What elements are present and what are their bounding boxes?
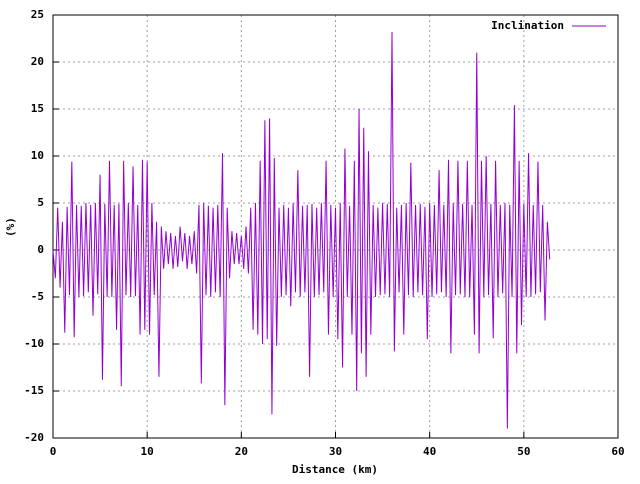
y-tick-label: -15 xyxy=(24,384,44,397)
y-tick-label: 25 xyxy=(31,8,44,21)
x-tick-label: 60 xyxy=(611,445,624,458)
x-tick-label: 50 xyxy=(517,445,530,458)
y-tick-label: 10 xyxy=(31,149,44,162)
x-tick-label: 40 xyxy=(423,445,436,458)
y-tick-label: 5 xyxy=(37,196,44,209)
y-tick-label: 20 xyxy=(31,55,44,68)
legend-label: Inclination xyxy=(491,19,564,32)
y-tick-label: 15 xyxy=(31,102,44,115)
x-axis-label: Distance (km) xyxy=(292,463,378,476)
x-tick-label: 30 xyxy=(329,445,342,458)
data-line xyxy=(52,31,551,429)
x-tick-label: 20 xyxy=(235,445,248,458)
y-tick-label: -10 xyxy=(24,337,44,350)
y-tick-label: -20 xyxy=(24,431,44,444)
y-axis-label: (%) xyxy=(4,217,17,237)
y-tick-label: -5 xyxy=(31,290,44,303)
plot-frame xyxy=(52,14,619,439)
x-tick-label: 10 xyxy=(141,445,154,458)
x-tick-label: 0 xyxy=(50,445,57,458)
y-tick-label: 0 xyxy=(37,243,44,256)
